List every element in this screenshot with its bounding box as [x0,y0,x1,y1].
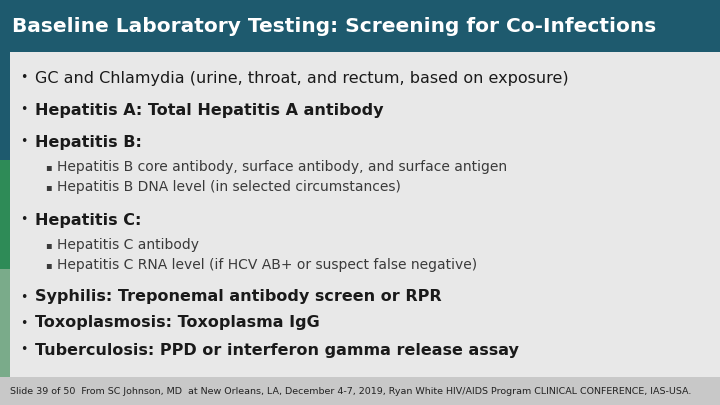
Text: Hepatitis C antibody: Hepatitis C antibody [57,238,199,252]
Text: Hepatitis B:: Hepatitis B: [35,134,142,149]
Text: Baseline Laboratory Testing: Screening for Co-Infections: Baseline Laboratory Testing: Screening f… [12,17,656,36]
Text: •: • [20,136,27,149]
Text: ▪: ▪ [45,260,52,270]
FancyBboxPatch shape [0,377,720,405]
Text: •: • [20,104,27,117]
Text: Hepatitis B DNA level (in selected circumstances): Hepatitis B DNA level (in selected circu… [57,180,401,194]
Text: Tuberculosis: PPD or interferon gamma release assay: Tuberculosis: PPD or interferon gamma re… [35,343,519,358]
Text: ▪: ▪ [45,240,52,250]
Text: •: • [20,213,27,226]
Text: Toxoplasmosis: Toxoplasma IgG: Toxoplasmosis: Toxoplasma IgG [35,315,320,330]
Text: Hepatitis A: Total Hepatitis A antibody: Hepatitis A: Total Hepatitis A antibody [35,102,384,117]
Text: •: • [20,343,27,356]
Text: Hepatitis B core antibody, surface antibody, and surface antigen: Hepatitis B core antibody, surface antib… [57,160,507,174]
FancyBboxPatch shape [0,52,10,160]
Text: Hepatitis C:: Hepatitis C: [35,213,141,228]
Text: •: • [20,72,27,85]
FancyBboxPatch shape [0,269,10,377]
Text: •: • [20,290,27,303]
Text: Hepatitis C RNA level (if HCV AB+ or suspect false negative): Hepatitis C RNA level (if HCV AB+ or sus… [57,258,477,272]
Text: Slide 39 of 50  From SC Johnson, MD  at New Orleans, LA, December 4-7, 2019, Rya: Slide 39 of 50 From SC Johnson, MD at Ne… [10,386,691,396]
Text: ▪: ▪ [45,162,52,172]
Text: GC and Chlamydia (urine, throat, and rectum, based on exposure): GC and Chlamydia (urine, throat, and rec… [35,70,569,85]
Text: Syphilis: Treponemal antibody screen or RPR: Syphilis: Treponemal antibody screen or … [35,290,441,305]
FancyBboxPatch shape [0,0,720,52]
Text: ▪: ▪ [45,182,52,192]
FancyBboxPatch shape [0,160,10,269]
Text: •: • [20,316,27,330]
